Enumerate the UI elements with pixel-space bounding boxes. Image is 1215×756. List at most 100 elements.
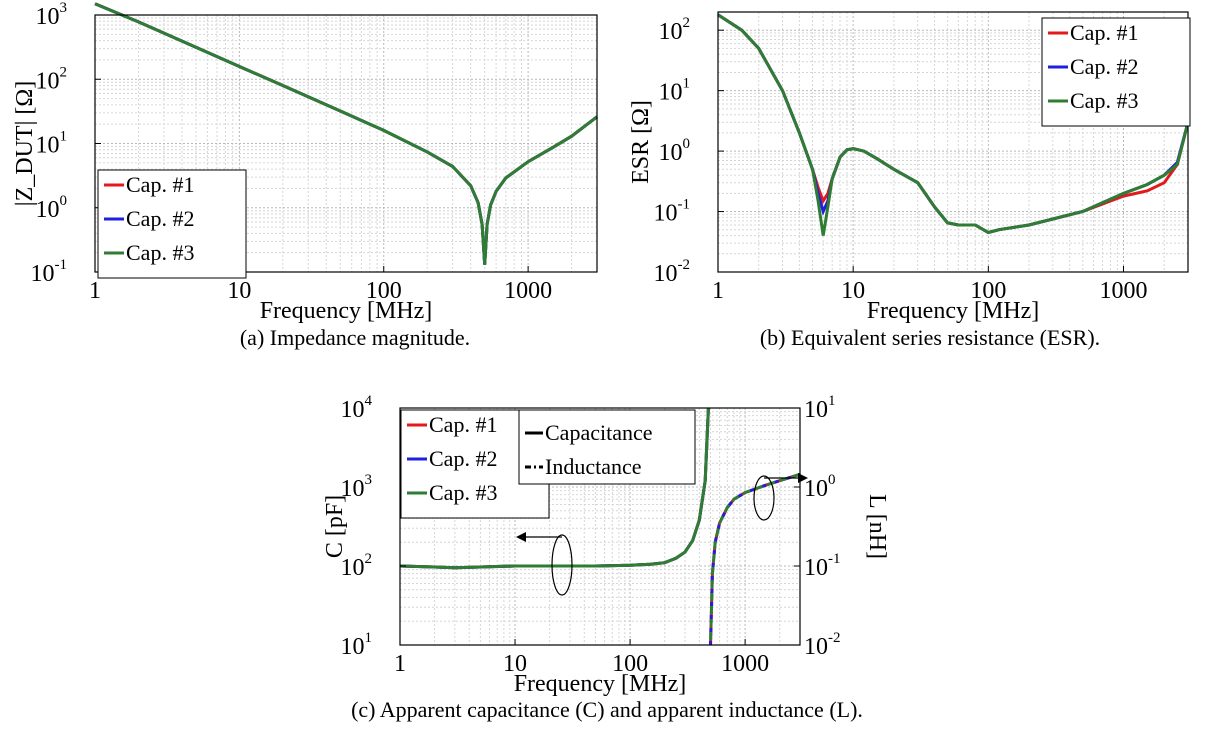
y-tick-exponent: 2 — [365, 551, 373, 567]
inductance-line-3 — [709, 472, 800, 645]
y-tick-label: 10-1 — [804, 551, 841, 581]
y-tick-exponent: 2 — [683, 15, 691, 31]
series-group — [400, 408, 800, 645]
series-line-3 — [94, 2, 598, 265]
y-tick-label: 102 — [341, 551, 373, 581]
y-tick-exponent: 0 — [60, 193, 68, 209]
legend-entry: Cap. #3 — [429, 480, 497, 505]
y-axis-label-left: C [pF] — [322, 495, 348, 558]
caption-c: (c) Apparent capacitance (C) and apparen… — [351, 697, 863, 722]
y-tick-exponent: 1 — [828, 393, 836, 409]
y-tick-base: 10 — [654, 261, 678, 287]
y-tick-label: 101 — [659, 76, 691, 106]
x-tick-label: 1 — [394, 651, 406, 677]
y-tick-base: 10 — [36, 68, 60, 94]
x-tick-label: 100 — [366, 278, 402, 304]
y-tick-label: 100 — [659, 136, 691, 166]
legend-entry: Cap. #3 — [1070, 88, 1138, 113]
legend-box — [97, 169, 247, 279]
caption-b: (b) Equivalent series resistance (ESR). — [760, 325, 1100, 350]
legend-entry: Cap. #2 — [1070, 54, 1138, 79]
y-tick-exponent: 2 — [60, 64, 68, 80]
y-tick-exponent: 3 — [60, 0, 68, 16]
x-axis-label: Frequency [MHz] — [260, 298, 433, 324]
legend-entry: Cap. #1 — [1070, 20, 1138, 45]
y-tick-label: 103 — [341, 472, 373, 502]
y-tick-base: 10 — [341, 555, 365, 581]
x-tick-label: 1000 — [1100, 278, 1148, 304]
x-axis-label: Frequency [MHz] — [514, 671, 687, 697]
plot-frame — [399, 407, 801, 646]
y-tick-label: 104 — [341, 393, 373, 423]
y-tick-label: 10-2 — [804, 630, 841, 660]
x-tick-label: 1000 — [721, 651, 769, 677]
y-tick-base: 10 — [341, 397, 365, 423]
y-tick-exponent: 3 — [365, 472, 373, 488]
y-tick-base: 10 — [804, 555, 828, 581]
annotation-arrowhead-inductance — [798, 473, 808, 483]
y-tick-exponent: 0 — [828, 472, 836, 488]
y-tick-base: 10 — [36, 133, 60, 159]
y-tick-label: 101 — [804, 393, 836, 423]
legend-box — [1041, 17, 1191, 127]
legend-entry-linestyle: Capacitance — [545, 420, 653, 445]
legend-entry: Cap. #1 — [429, 412, 497, 437]
y-tick-label: 103 — [36, 0, 68, 30]
y-tick-label: 102 — [36, 64, 68, 94]
series-line-3 — [717, 13, 1190, 236]
y-tick-exponent: 1 — [683, 76, 691, 92]
y-tick-label: 10-1 — [654, 197, 691, 227]
y-tick-exponent: -1 — [678, 197, 691, 213]
y-tick-base: 10 — [36, 4, 60, 30]
inductance-line-1 — [709, 472, 800, 645]
legend-box-linestyle — [518, 409, 696, 485]
x-tick-label: 10 — [841, 278, 865, 304]
y-tick-label: 100 — [804, 472, 836, 502]
y-tick-base: 10 — [804, 634, 828, 660]
x-tick-label: 1 — [712, 278, 724, 304]
y-tick-base: 10 — [31, 261, 55, 287]
x-axis-label: Frequency [MHz] — [867, 298, 1040, 324]
y-tick-exponent: -1 — [828, 551, 841, 567]
inductance-line-2 — [709, 472, 800, 645]
grid-lines — [717, 11, 1189, 273]
y-axis-label-right: L [nH] — [864, 494, 890, 559]
y-tick-base: 10 — [341, 634, 365, 660]
y-tick-base: 10 — [659, 19, 683, 45]
y-tick-exponent: -2 — [828, 630, 841, 646]
x-tick-label: 10 — [227, 278, 251, 304]
y-tick-exponent: 1 — [365, 630, 373, 646]
caption-a: (a) Impedance magnitude. — [240, 325, 470, 350]
x-tick-label: 100 — [970, 278, 1006, 304]
x-tick-label: 1000 — [504, 278, 552, 304]
y-tick-base: 10 — [36, 197, 60, 223]
plot-frame — [717, 11, 1189, 273]
y-tick-label: 102 — [659, 15, 691, 45]
y-axis-label: |Z_DUT| [Ω] — [12, 81, 38, 206]
y-tick-label: 101 — [36, 129, 68, 159]
y-tick-base: 10 — [659, 140, 683, 166]
legend-entry: Cap. #2 — [429, 446, 497, 471]
legend-entry: Cap. #1 — [126, 172, 194, 197]
y-tick-exponent: -1 — [55, 257, 68, 273]
y-tick-exponent: 0 — [683, 136, 691, 152]
y-axis-label: ESR [Ω] — [628, 100, 654, 184]
y-tick-exponent: 1 — [60, 129, 68, 145]
x-tick-label: 1 — [89, 278, 101, 304]
annotation-ellipse-inductance — [753, 475, 775, 521]
y-tick-label: 10-2 — [654, 257, 691, 287]
y-tick-base: 10 — [804, 397, 828, 423]
y-tick-base: 10 — [804, 476, 828, 502]
y-tick-label: 10-1 — [31, 257, 68, 287]
x-tick-label: 10 — [503, 651, 527, 677]
legend-entry: Cap. #2 — [126, 206, 194, 231]
capacitance-line-3 — [400, 408, 710, 570]
y-tick-base: 10 — [654, 201, 678, 227]
legend-entry-linestyle: Inductance — [545, 454, 642, 479]
y-tick-exponent: 4 — [365, 393, 373, 409]
y-tick-exponent: -2 — [678, 257, 691, 273]
